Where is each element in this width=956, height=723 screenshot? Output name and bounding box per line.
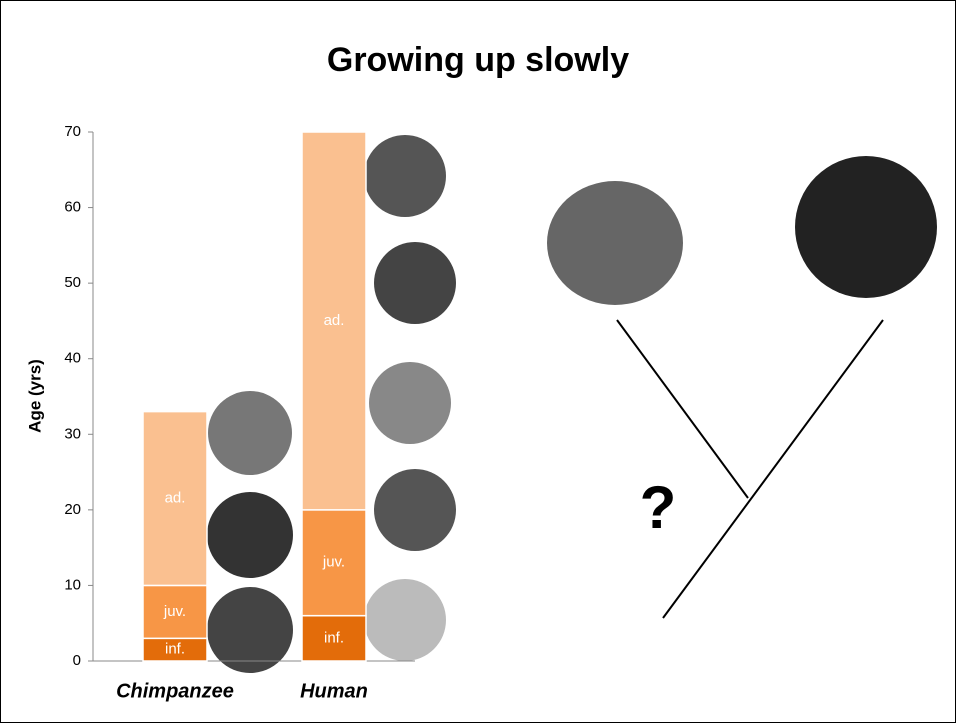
y-axis-label: Age (yrs) [25,359,44,433]
slide: Growing up slowly Age (yrs) ? 0 10 20 30 40 5… [0,0,956,723]
y-tick-label: 10 [64,576,81,593]
chart-title: Growing up slowly [327,41,629,79]
photo [208,391,292,475]
y-tick-label: 50 [64,274,81,291]
segment-label: inf. [165,641,185,658]
x-tick-label: Chimpanzee [116,680,234,702]
y-tick-label: 20 [64,501,81,518]
segment-label: juv. [163,603,186,620]
y-tick-label: 70 [64,123,81,140]
photo [207,492,293,578]
segment-label: ad. [165,489,186,506]
photo [369,362,451,444]
y-tick-label: 0 [73,652,81,669]
segment-label: inf. [324,629,344,646]
x-tick-label: Human [300,680,368,702]
segment-label: ad. [324,312,345,329]
segment-label: juv. [322,554,345,571]
photo [547,181,683,305]
annotation: ? [640,474,677,541]
photo [207,587,293,673]
photo [795,156,937,298]
photo [374,242,456,324]
photo [364,579,446,661]
y-tick-label: 40 [64,350,81,367]
y-tick-label: 30 [64,425,81,442]
y-tick-label: 60 [64,199,81,216]
photo [364,135,446,217]
photo [374,469,456,551]
